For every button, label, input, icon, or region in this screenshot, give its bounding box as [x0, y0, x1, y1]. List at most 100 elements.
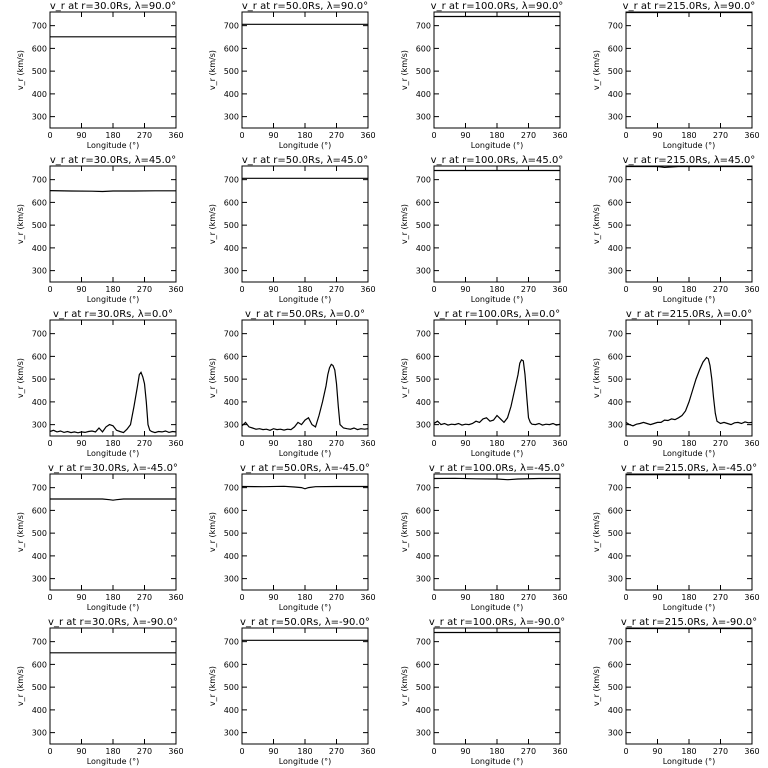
y-tick-label: 700 [608, 22, 623, 31]
y-tick-label: 300 [32, 575, 47, 584]
x-tick-label: 0 [431, 131, 436, 140]
y-tick-label: 600 [608, 506, 623, 515]
chart-panel: v_r at r=100.0Rs, λ=-90.0° 0 90 180 270 360 30… [400, 617, 568, 766]
y-tick-label: 700 [32, 22, 47, 31]
x-tick-label: 360 [552, 131, 567, 140]
series-line [50, 498, 176, 501]
x-tick-label: 90 [652, 131, 662, 140]
x-tick-label: 180 [105, 131, 120, 140]
x-tick-label: 360 [744, 747, 759, 756]
plot-frame [241, 165, 369, 283]
series-line [433, 477, 560, 481]
plot-frame [625, 11, 753, 129]
x-axis-label: Longitude (°) [279, 757, 332, 766]
y-tick-label: 500 [32, 375, 47, 384]
x-tick-label: 90 [652, 439, 662, 448]
x-axis-label: Longitude (°) [87, 757, 140, 766]
x-tick-label: 90 [268, 439, 278, 448]
y-tick-label: 300 [224, 267, 239, 276]
x-tick-label: 180 [105, 747, 120, 756]
x-axis-label: Longitude (°) [663, 295, 716, 304]
x-tick-label: 180 [489, 439, 504, 448]
y-tick-label: 300 [32, 267, 47, 276]
y-tick-label: 400 [224, 398, 239, 407]
x-tick-label: 0 [47, 439, 52, 448]
x-tick-label: 270 [137, 593, 152, 602]
y-tick-label: 600 [224, 44, 239, 53]
x-tick-label: 0 [431, 285, 436, 294]
x-tick-label: 0 [239, 439, 244, 448]
y-axis-label: v_r (km/s) [16, 50, 25, 90]
x-axis-label: Longitude (°) [471, 449, 524, 458]
x-tick-label: 270 [521, 747, 536, 756]
x-axis-label: Longitude (°) [471, 603, 524, 612]
plot-frame [625, 473, 753, 591]
chart-title: v_r at r=215.0Rs, λ=-90.0° [621, 617, 757, 628]
y-tick-label: 300 [416, 729, 431, 738]
x-tick-label: 180 [489, 131, 504, 140]
x-tick-label: 270 [713, 285, 728, 294]
x-tick-label: 180 [105, 593, 120, 602]
x-tick-label: 270 [137, 439, 152, 448]
x-tick-label: 180 [489, 285, 504, 294]
y-tick-label: 700 [416, 22, 431, 31]
plot-frame [625, 165, 753, 283]
plot-frame [433, 627, 561, 745]
y-tick-label: 300 [32, 421, 47, 430]
y-tick-label: 700 [608, 176, 623, 185]
y-tick-label: 400 [32, 552, 47, 561]
y-axis-label: v_r (km/s) [208, 512, 217, 552]
y-tick-label: 300 [224, 729, 239, 738]
y-tick-label: 700 [224, 176, 239, 185]
chart-title: v_r at r=100.0Rs, λ=-90.0° [429, 617, 565, 628]
x-tick-label: 0 [47, 131, 52, 140]
y-tick-label: 400 [416, 706, 431, 715]
x-axis-label: Longitude (°) [663, 757, 716, 766]
y-tick-label: 500 [416, 683, 431, 692]
y-axis-label: v_r (km/s) [208, 204, 217, 244]
x-tick-label: 360 [168, 131, 183, 140]
y-tick-label: 700 [608, 484, 623, 493]
x-tick-label: 360 [552, 747, 567, 756]
y-axis-label: v_r (km/s) [16, 512, 25, 552]
x-tick-label: 180 [681, 747, 696, 756]
x-tick-label: 90 [652, 747, 662, 756]
y-tick-label: 400 [608, 398, 623, 407]
y-axis-label: v_r (km/s) [16, 204, 25, 244]
x-axis-label: Longitude (°) [279, 295, 332, 304]
y-tick-label: 500 [224, 375, 239, 384]
chart-panel: v_r at r=50.0Rs, λ=45.0° 0 90 180 270 360 300 4… [208, 155, 376, 304]
x-tick-label: 270 [137, 131, 152, 140]
y-tick-label: 400 [224, 706, 239, 715]
chart-title: v_r at r=30.0Rs, λ=-45.0° [48, 463, 178, 474]
x-tick-label: 90 [652, 593, 662, 602]
x-tick-label: 270 [329, 439, 344, 448]
x-tick-label: 180 [681, 593, 696, 602]
y-tick-label: 500 [608, 375, 623, 384]
x-tick-label: 270 [329, 593, 344, 602]
x-tick-label: 0 [623, 593, 628, 602]
x-tick-label: 90 [460, 131, 470, 140]
x-axis-label: Longitude (°) [279, 603, 332, 612]
x-tick-label: 90 [460, 747, 470, 756]
plot-frame [49, 627, 177, 745]
chart-panel: v_r at r=100.0Rs, λ=-45.0° 0 90 180 270 360 30… [400, 463, 568, 612]
y-axis-label: v_r (km/s) [208, 666, 217, 706]
x-tick-label: 360 [744, 285, 759, 294]
x-tick-label: 360 [360, 593, 375, 602]
chart-title: v_r at r=30.0Rs, λ=0.0° [53, 309, 173, 320]
chart-title: v_r at r=50.0Rs, λ=90.0° [242, 1, 368, 12]
chart-title: v_r at r=100.0Rs, λ=0.0° [434, 309, 560, 320]
x-tick-label: 0 [239, 747, 244, 756]
y-tick-label: 400 [224, 90, 239, 99]
y-tick-label: 400 [32, 244, 47, 253]
x-tick-label: 360 [744, 593, 759, 602]
y-axis-label: v_r (km/s) [16, 358, 25, 398]
y-tick-label: 700 [224, 638, 239, 647]
y-tick-label: 400 [224, 552, 239, 561]
x-axis-label: Longitude (°) [471, 757, 524, 766]
y-tick-label: 600 [416, 198, 431, 207]
x-tick-label: 360 [168, 439, 183, 448]
x-tick-label: 180 [297, 593, 312, 602]
series-line [625, 356, 753, 427]
